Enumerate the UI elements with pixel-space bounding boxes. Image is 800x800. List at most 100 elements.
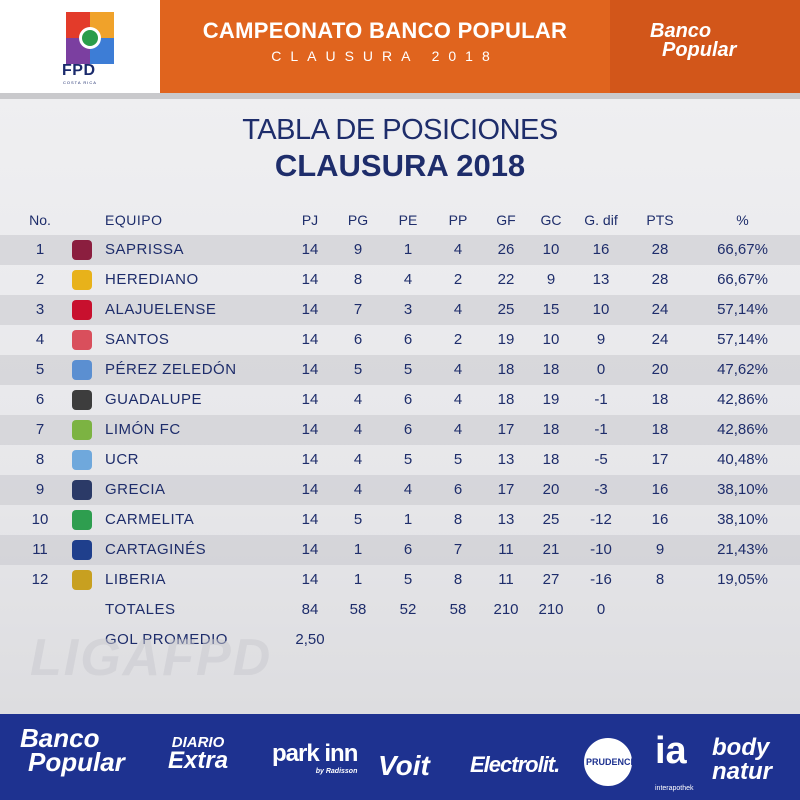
team-name-cell: PÉREZ ZELEDÓN — [105, 361, 237, 378]
team-crest-icon — [72, 540, 92, 560]
sponsor-banco-popular-line1: Banco — [20, 723, 100, 753]
pj-cell: 14 — [301, 571, 319, 588]
team-crest-icon — [72, 480, 92, 500]
sponsor-ia-sub: interapothek — [655, 785, 694, 792]
pts-cell: 20 — [651, 361, 669, 378]
pp-cell: 6 — [453, 481, 463, 498]
pct-cell: 57,14% — [717, 331, 768, 348]
position-cell: 7 — [35, 421, 45, 438]
pts-cell: 16 — [651, 481, 669, 498]
championship-subtitle: CLAUSURA 2018 — [271, 48, 499, 64]
team-crest-icon — [72, 300, 92, 320]
gf-cell: 26 — [497, 241, 515, 258]
gf-cell: 17 — [497, 421, 515, 438]
gc-cell: 10 — [542, 331, 560, 348]
banco-popular-logo-line2: Popular — [662, 39, 737, 61]
gd-cell: -3 — [594, 481, 608, 498]
header-pts: PTS — [646, 212, 674, 228]
table-row: 12 LIBERIA 14 1 5 8 11 27 -16 8 19,05% — [0, 565, 800, 595]
gd-cell: 10 — [592, 301, 610, 318]
pp-cell: 7 — [453, 541, 463, 558]
gc-cell: 15 — [542, 301, 560, 318]
pct-cell: 47,62% — [717, 361, 768, 378]
team-name-cell: HEREDIANO — [105, 271, 199, 288]
pg-cell: 7 — [353, 301, 363, 318]
pts-cell: 17 — [651, 451, 669, 468]
team-name-cell: GUADALUPE — [105, 391, 203, 408]
sponsor-banco-popular: Banco Popular — [20, 723, 125, 777]
gc-cell: 9 — [546, 271, 556, 288]
totals-gc: 210 — [538, 601, 564, 618]
header-sponsor-panel — [610, 0, 800, 93]
gd-cell: -1 — [594, 421, 608, 438]
fpd-logo-subtext: COSTA RICA — [63, 80, 97, 85]
pp-cell: 2 — [453, 331, 463, 348]
gf-cell: 11 — [498, 571, 514, 588]
pe-cell: 1 — [403, 511, 413, 528]
table-row: 5 PÉREZ ZELEDÓN 14 5 5 4 18 18 0 20 47,62% — [0, 355, 800, 385]
pct-cell: 57,14% — [717, 301, 768, 318]
sponsor-body-natur-line2: natur — [712, 758, 772, 785]
sponsor-body-natur: body natur — [712, 736, 772, 784]
average-label: GOL PROMEDIO — [105, 631, 228, 648]
fpd-logo-text: FPD — [62, 62, 96, 79]
pts-cell: 24 — [651, 301, 669, 318]
team-name-cell: SANTOS — [105, 331, 170, 348]
gd-cell: -16 — [590, 571, 612, 588]
pts-cell: 28 — [651, 241, 669, 258]
gc-cell: 25 — [542, 511, 560, 528]
standings-subtitle: CLAUSURA 2018 — [274, 148, 526, 183]
header-pe: PE — [398, 212, 418, 228]
totals-row: TOTALES 84 58 52 58 210 210 0 — [0, 595, 800, 625]
table-row: 8 UCR 14 4 5 5 13 18 -5 17 40,48% — [0, 445, 800, 475]
gc-cell: 20 — [542, 481, 560, 498]
sponsor-prudence: PRUDENCE — [584, 738, 637, 786]
header-pj: PJ — [301, 212, 319, 228]
pg-cell: 4 — [353, 421, 363, 438]
team-crest-icon — [72, 510, 92, 530]
header-gd: G. dif — [584, 212, 618, 228]
pe-cell: 4 — [403, 481, 413, 498]
totals-gd: 0 — [596, 601, 606, 618]
pp-cell: 8 — [453, 571, 463, 588]
sponsor-body-natur-line1: body — [712, 734, 770, 761]
gf-cell: 19 — [497, 331, 515, 348]
pj-cell: 14 — [301, 331, 319, 348]
pe-cell: 6 — [403, 541, 413, 558]
team-crest-icon — [72, 420, 92, 440]
sponsor-ia-name: ia — [655, 730, 687, 772]
team-name-cell: ALAJUELENSE — [105, 301, 217, 318]
sponsor-diario-line1: DIARIO — [171, 734, 225, 751]
position-cell: 4 — [35, 331, 45, 348]
position-cell: 9 — [35, 481, 45, 498]
pts-cell: 16 — [651, 511, 669, 528]
pts-cell: 18 — [651, 421, 669, 438]
pct-cell: 40,48% — [717, 451, 768, 468]
sponsor-park-inn-name: park inn — [272, 740, 358, 767]
gd-cell: -1 — [594, 391, 608, 408]
pg-cell: 4 — [353, 391, 363, 408]
pj-cell: 14 — [301, 481, 319, 498]
table-row: 2 HEREDIANO 14 8 4 2 22 9 13 28 66,67% — [0, 265, 800, 295]
pe-cell: 4 — [403, 271, 413, 288]
position-cell: 6 — [35, 391, 45, 408]
gc-cell: 19 — [542, 391, 560, 408]
pct-cell: 21,43% — [717, 541, 768, 558]
pp-cell: 4 — [453, 301, 463, 318]
pj-cell: 14 — [301, 391, 319, 408]
gd-cell: 9 — [596, 331, 606, 348]
sponsor-banco-popular-line2: Popular — [28, 747, 125, 777]
table-row: 3 ALAJUELENSE 14 7 3 4 25 15 10 24 57,14% — [0, 295, 800, 325]
pts-cell: 24 — [651, 331, 669, 348]
gc-cell: 27 — [542, 571, 560, 588]
team-crest-icon — [72, 330, 92, 350]
header-gf: GF — [496, 212, 516, 228]
pp-cell: 2 — [453, 271, 463, 288]
position-cell: 3 — [35, 301, 45, 318]
gf-cell: 11 — [498, 541, 514, 558]
totals-pp: 58 — [449, 601, 467, 618]
banco-popular-logo: Banco Popular — [650, 21, 737, 61]
pct-cell: 42,86% — [717, 391, 768, 408]
header-pg: PG — [347, 212, 369, 228]
standings-title: TABLA DE POSICIONES — [242, 114, 558, 146]
